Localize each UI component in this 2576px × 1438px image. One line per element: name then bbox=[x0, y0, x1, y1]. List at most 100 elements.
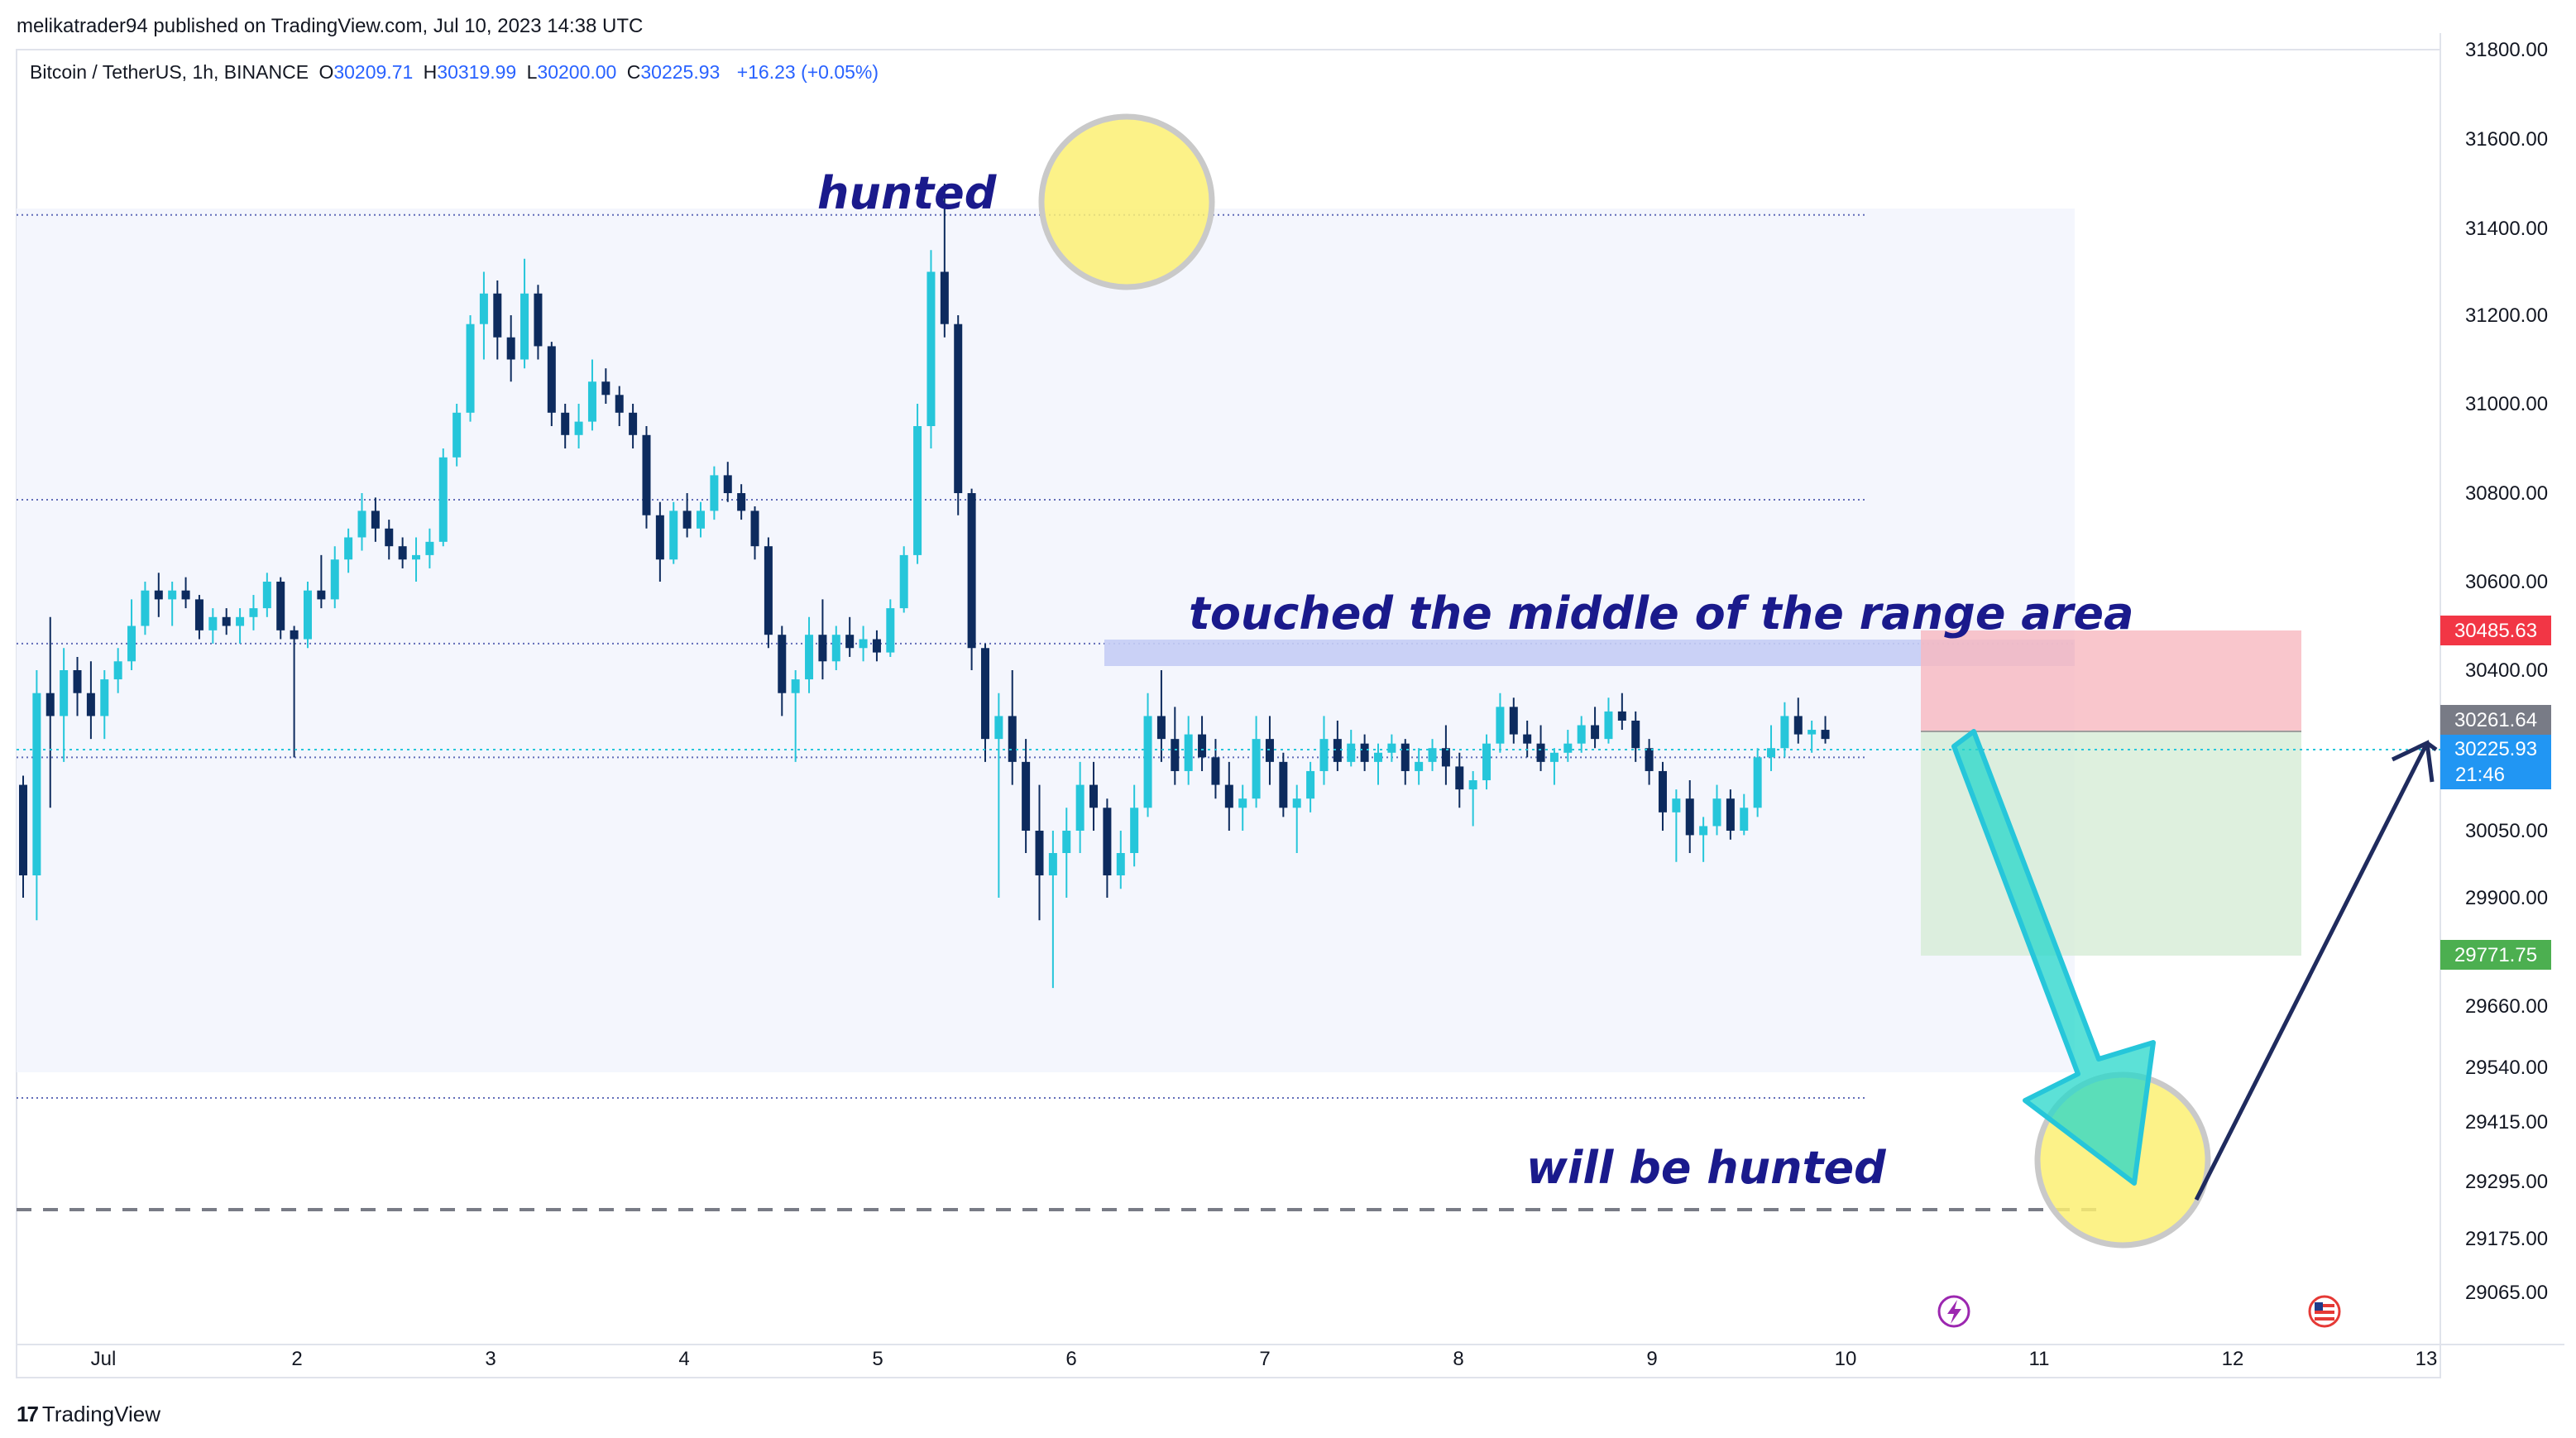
candle bbox=[859, 626, 868, 662]
candle bbox=[1360, 734, 1369, 771]
candle bbox=[1062, 808, 1071, 898]
candle bbox=[1549, 748, 1559, 785]
up-arrow-tip bbox=[2425, 741, 2438, 752]
candle bbox=[1333, 720, 1342, 771]
candle bbox=[32, 670, 41, 921]
time-axis[interactable]: Jul 2 3 4 5 6 7 8 9 10 11 12 13 bbox=[91, 1348, 2438, 1370]
us-flag-icon[interactable] bbox=[2308, 1295, 2341, 1328]
candle bbox=[534, 285, 543, 360]
entry-price-badge-bg bbox=[2440, 705, 2551, 735]
candle bbox=[1156, 670, 1166, 762]
price-tick-label: 29660.00 bbox=[2465, 995, 2548, 1018]
candle bbox=[1712, 784, 1721, 836]
hunted-circle bbox=[1038, 113, 1215, 290]
candle bbox=[629, 404, 638, 448]
candle bbox=[737, 484, 746, 520]
tradingview-footer[interactable]: 17 TradingView bbox=[17, 1402, 160, 1427]
lightning-icon[interactable] bbox=[1937, 1295, 1970, 1328]
candle bbox=[100, 670, 109, 740]
candle bbox=[1468, 770, 1477, 827]
candle bbox=[1631, 711, 1640, 762]
candle bbox=[1699, 817, 1708, 862]
candle bbox=[1238, 784, 1247, 831]
candle bbox=[1116, 831, 1125, 889]
candle bbox=[141, 582, 150, 635]
candle bbox=[723, 462, 732, 502]
target-price-badge: 29771.75 bbox=[2454, 944, 2537, 966]
stop-price-badge: 30485.63 bbox=[2454, 620, 2537, 642]
candle bbox=[1198, 716, 1207, 771]
candle bbox=[1279, 752, 1288, 817]
candle bbox=[1672, 789, 1681, 862]
candle bbox=[249, 595, 258, 630]
candle bbox=[1103, 798, 1112, 898]
candle bbox=[1008, 670, 1017, 785]
candle bbox=[330, 546, 339, 609]
candle bbox=[1767, 725, 1776, 771]
symbol-name: Bitcoin / TetherUS, 1h, BINANCE bbox=[30, 61, 309, 83]
candle bbox=[1292, 784, 1301, 853]
open-value: 30209.71 bbox=[333, 61, 414, 83]
price-tick-label: 31400.00 bbox=[2465, 218, 2548, 240]
candle bbox=[317, 554, 326, 609]
candle bbox=[1252, 716, 1261, 808]
candle bbox=[886, 599, 895, 657]
candle bbox=[60, 648, 69, 762]
last-price-badge: 30225.93 bbox=[2454, 738, 2537, 760]
candle bbox=[561, 404, 570, 448]
candle bbox=[899, 546, 908, 613]
publisher-header: melikatrader94 published on TradingView.… bbox=[17, 15, 644, 37]
candle bbox=[1130, 784, 1139, 867]
candle bbox=[290, 626, 299, 758]
level-lines bbox=[17, 213, 2075, 1099]
price-tick-label: 29295.00 bbox=[2465, 1171, 2548, 1193]
candle bbox=[1048, 831, 1057, 989]
candle bbox=[1387, 734, 1396, 762]
candle bbox=[697, 501, 705, 538]
candle bbox=[1441, 725, 1450, 785]
candle bbox=[1726, 789, 1735, 840]
candle bbox=[994, 693, 1003, 898]
up-arrow-line bbox=[2194, 745, 2428, 1201]
price-tick-label: 30600.00 bbox=[2465, 571, 2548, 593]
candle bbox=[913, 404, 922, 564]
candle bbox=[1347, 730, 1356, 767]
candle bbox=[1523, 720, 1532, 758]
candle bbox=[1577, 716, 1586, 753]
candle bbox=[710, 466, 719, 520]
middle-range-zone bbox=[1104, 640, 2075, 666]
change-value: +16.23 (+0.05%) bbox=[736, 61, 879, 83]
price-tick-label: 29540.00 bbox=[2465, 1057, 2548, 1079]
price-tick-label: 30400.00 bbox=[2465, 659, 2548, 682]
candle bbox=[1035, 784, 1044, 921]
price-tick-label: 29065.00 bbox=[2465, 1282, 2548, 1304]
candle bbox=[1793, 697, 1803, 744]
candle bbox=[438, 448, 448, 547]
low-label: L bbox=[526, 61, 538, 83]
candle bbox=[236, 608, 245, 644]
price-tick-label: 29415.00 bbox=[2465, 1111, 2548, 1134]
candle bbox=[520, 258, 529, 369]
candle bbox=[926, 250, 936, 448]
candle bbox=[954, 315, 963, 515]
candle bbox=[1482, 734, 1491, 790]
down-arrow bbox=[1951, 729, 2156, 1186]
candle bbox=[1089, 761, 1099, 831]
candle bbox=[1509, 697, 1518, 744]
candle bbox=[791, 670, 800, 762]
open-label: O bbox=[318, 61, 334, 83]
time-tick-label: 11 bbox=[2029, 1348, 2050, 1370]
candle bbox=[940, 184, 949, 338]
candle bbox=[1617, 693, 1626, 731]
candle bbox=[194, 595, 203, 640]
candle bbox=[303, 582, 312, 649]
time-tick-label: Jul bbox=[91, 1348, 117, 1370]
candle bbox=[655, 501, 664, 582]
tradingview-brand: TradingView bbox=[41, 1402, 160, 1426]
price-tick-label: 29175.00 bbox=[2465, 1228, 2548, 1250]
last-price-badge-bg bbox=[2440, 735, 2551, 789]
candle bbox=[357, 493, 366, 551]
time-tick-label: 10 bbox=[1835, 1348, 1857, 1370]
price-axis[interactable]: 31800.00 31600.00 31400.00 31200.00 31000.00… bbox=[2465, 39, 2548, 1304]
